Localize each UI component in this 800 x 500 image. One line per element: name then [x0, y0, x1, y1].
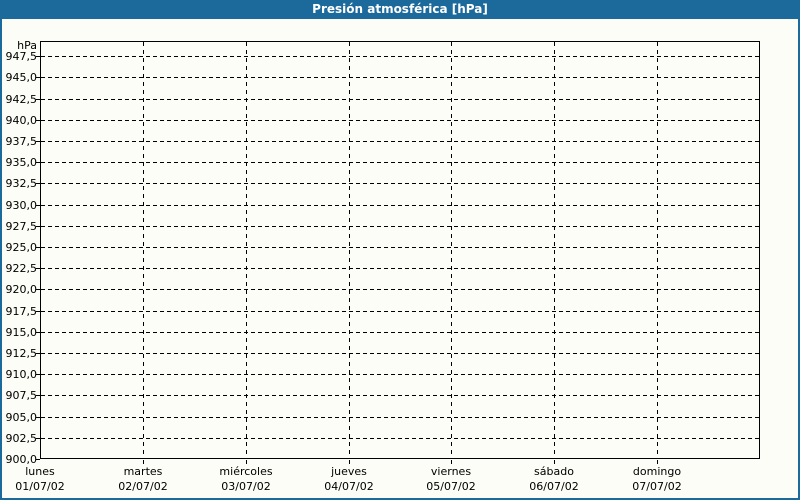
x-axis-day-name: lunes: [25, 465, 55, 478]
y-gridline: [41, 247, 759, 248]
y-gridline: [41, 162, 759, 163]
x-axis-date: 01/07/02: [15, 480, 65, 493]
y-gridline: [41, 395, 759, 396]
y-axis-tick-label: 900,0: [5, 453, 38, 466]
y-gridline: [41, 353, 759, 354]
y-gridline: [41, 311, 759, 312]
x-axis-day-name: viernes: [430, 465, 472, 478]
y-gridline: [41, 289, 759, 290]
x-axis-day-label-group: viernes 05/07/02: [391, 464, 511, 494]
x-gridline: [246, 42, 247, 458]
y-axis-tick: [36, 374, 40, 375]
x-axis-day-name: jueves: [331, 465, 367, 478]
y-axis-tick: [36, 56, 40, 57]
x-axis-day-name: sábado: [534, 465, 574, 478]
y-axis-tick: [36, 226, 40, 227]
x-axis-tick: [657, 460, 658, 464]
x-axis-date: 02/07/02: [118, 480, 168, 493]
y-axis-tick: [36, 141, 40, 142]
y-gridline: [41, 438, 759, 439]
x-axis-day-label-group: miércoles 03/07/02: [186, 464, 306, 494]
x-axis-day-label-group: lunes 01/07/02: [0, 464, 100, 494]
x-gridline: [143, 42, 144, 458]
chart-title: Presión atmosférica [hPa]: [312, 2, 488, 16]
y-gridline: [41, 99, 759, 100]
y-gridline: [41, 374, 759, 375]
x-axis-day-name: domingo: [632, 465, 682, 478]
y-axis-tick-label: 942,5: [5, 93, 38, 106]
x-axis-tick: [143, 460, 144, 464]
y-axis-tick-label: 907,5: [5, 389, 38, 402]
x-gridline: [349, 42, 350, 458]
y-axis-tick: [36, 99, 40, 100]
x-axis-date: 06/07/02: [529, 480, 579, 493]
y-axis-tick: [36, 438, 40, 439]
x-axis-day-label-group: jueves 04/07/02: [289, 464, 409, 494]
y-axis-unit-label: hPa: [17, 39, 37, 52]
x-gridline: [451, 42, 452, 458]
y-axis-tick: [36, 353, 40, 354]
y-axis-tick-label: 915,0: [5, 326, 38, 339]
y-axis-tick-label: 917,5: [5, 305, 38, 318]
y-axis-tick: [36, 268, 40, 269]
x-axis-tick: [349, 460, 350, 464]
y-gridline: [41, 205, 759, 206]
y-axis-tick: [36, 332, 40, 333]
y-axis-tick: [36, 311, 40, 312]
x-gridline: [657, 42, 658, 458]
y-axis-tick-label: 930,0: [5, 199, 38, 212]
x-axis-date: 07/07/02: [632, 480, 682, 493]
x-axis-tick: [246, 460, 247, 464]
y-axis-tick-label: 927,5: [5, 220, 38, 233]
y-axis-tick-label: 937,5: [5, 135, 38, 148]
y-gridline: [41, 141, 759, 142]
x-gridline: [554, 42, 555, 458]
x-axis-date: 04/07/02: [324, 480, 374, 493]
y-axis-tick: [36, 395, 40, 396]
y-axis-tick-label: 925,0: [5, 241, 38, 254]
y-axis-tick: [36, 459, 40, 460]
y-axis-tick: [36, 417, 40, 418]
y-axis-tick-label: 940,0: [5, 114, 38, 127]
y-axis-tick-label: 910,0: [5, 368, 38, 381]
y-axis-tick: [36, 247, 40, 248]
y-axis-tick: [36, 289, 40, 290]
y-axis-tick-label: 905,0: [5, 411, 38, 424]
x-axis-day-name: martes: [123, 465, 163, 478]
chart-title-bar: Presión atmosférica [hPa]: [0, 0, 800, 19]
y-gridline: [41, 226, 759, 227]
y-gridline: [41, 268, 759, 269]
y-axis-tick-label: 912,5: [5, 347, 38, 360]
y-gridline: [41, 183, 759, 184]
y-axis-tick-label: 920,0: [5, 283, 38, 296]
plot-area: [40, 41, 760, 459]
y-axis-tick: [36, 120, 40, 121]
y-axis-tick-label: 947,5: [5, 50, 38, 63]
y-axis-tick-label: 922,5: [5, 262, 38, 275]
y-gridline: [41, 56, 759, 57]
x-axis-day-label-group: martes 02/07/02: [83, 464, 203, 494]
x-axis-date: 03/07/02: [221, 480, 271, 493]
y-axis-tick: [36, 205, 40, 206]
y-axis-tick-label: 945,0: [5, 71, 38, 84]
x-axis-tick: [554, 460, 555, 464]
x-axis-tick: [451, 460, 452, 464]
y-axis-tick-label: 902,5: [5, 432, 38, 445]
x-axis-date: 05/07/02: [426, 480, 476, 493]
y-axis-tick: [36, 162, 40, 163]
y-axis-tick-label: 935,0: [5, 156, 38, 169]
y-gridline: [41, 417, 759, 418]
x-axis-day-label-group: sábado 06/07/02: [494, 464, 614, 494]
y-axis-tick-label: 932,5: [5, 177, 38, 190]
y-axis-tick: [36, 183, 40, 184]
y-gridline: [41, 77, 759, 78]
y-axis-tick: [36, 77, 40, 78]
x-axis-day-label-group: domingo 07/07/02: [597, 464, 717, 494]
x-axis-day-name: miércoles: [219, 465, 273, 478]
y-gridline: [41, 120, 759, 121]
y-gridline: [41, 332, 759, 333]
